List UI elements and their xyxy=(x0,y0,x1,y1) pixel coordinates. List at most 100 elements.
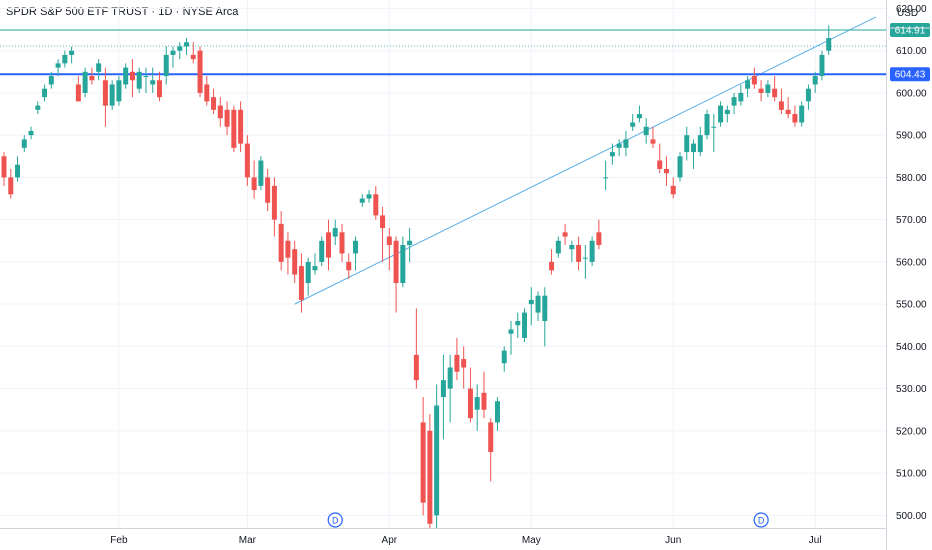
candle xyxy=(636,105,642,123)
candle-body xyxy=(89,76,95,81)
candle xyxy=(427,413,433,528)
candle xyxy=(319,236,325,267)
candle-body xyxy=(461,359,467,368)
candle-body xyxy=(319,240,325,262)
candle xyxy=(163,46,169,85)
candle-body xyxy=(156,80,162,98)
candle xyxy=(569,240,575,262)
candle-body xyxy=(413,354,419,381)
candle-body xyxy=(488,422,494,452)
candle-body xyxy=(630,122,636,127)
candle-body xyxy=(62,54,68,64)
candle-body xyxy=(28,130,34,136)
y-tick-label: 570.00 xyxy=(896,215,927,226)
candle xyxy=(650,126,656,148)
candle xyxy=(305,257,311,296)
candle xyxy=(75,76,81,102)
candle xyxy=(758,80,764,102)
candle xyxy=(150,67,156,93)
candle xyxy=(170,46,176,68)
candle xyxy=(244,135,250,186)
candle-body xyxy=(812,76,818,85)
candle-body xyxy=(738,92,744,102)
candle-body xyxy=(82,71,88,93)
candle xyxy=(42,84,48,102)
candle-body xyxy=(116,80,122,102)
candle xyxy=(434,384,440,528)
candle-body xyxy=(265,177,271,203)
candle xyxy=(663,156,669,186)
candle xyxy=(765,80,771,98)
candle xyxy=(508,321,514,355)
candle xyxy=(772,76,778,102)
candle xyxy=(312,253,318,275)
candle xyxy=(440,354,446,440)
candle-body xyxy=(184,42,190,47)
candle-body xyxy=(177,46,183,51)
candle xyxy=(184,38,190,55)
dividend-marker xyxy=(753,512,769,528)
candle xyxy=(596,219,602,250)
candle xyxy=(528,287,534,326)
candle-body xyxy=(258,160,264,186)
candle xyxy=(778,88,784,115)
candle-body xyxy=(657,160,663,169)
y-tick-label: 500.00 xyxy=(896,511,927,522)
trendline-layer xyxy=(294,16,877,305)
candle-body xyxy=(102,80,108,106)
candle xyxy=(1,152,7,186)
candle-body xyxy=(697,135,703,153)
candle-body xyxy=(346,261,352,271)
candle-body xyxy=(69,50,75,55)
y-tick-label: 600.00 xyxy=(896,88,927,99)
candle xyxy=(407,228,413,262)
candle-body xyxy=(386,236,392,245)
candle-body xyxy=(373,194,379,216)
candle-body xyxy=(197,50,203,93)
candle xyxy=(826,25,832,55)
candle xyxy=(785,97,791,119)
candle-body xyxy=(643,126,649,136)
candle-body xyxy=(136,71,142,89)
candle-body xyxy=(481,392,487,410)
x-tick-label: Jul xyxy=(809,535,822,546)
candle-body xyxy=(515,321,521,326)
candle-body xyxy=(393,240,399,284)
candle-body xyxy=(467,388,473,419)
candle xyxy=(400,236,406,288)
candle xyxy=(116,76,122,106)
candle xyxy=(48,71,54,89)
candle xyxy=(332,219,338,245)
price-tag xyxy=(890,22,930,37)
candle-body xyxy=(278,223,284,262)
candle-body xyxy=(805,88,811,102)
candle-body xyxy=(792,114,798,123)
candle-body xyxy=(163,54,169,77)
candle xyxy=(15,156,21,182)
candle xyxy=(549,249,555,275)
candle xyxy=(136,67,142,93)
candle xyxy=(670,177,676,199)
candle xyxy=(745,76,751,98)
candle xyxy=(386,228,392,271)
candle-body xyxy=(691,143,697,153)
candle-body xyxy=(826,38,832,51)
candle xyxy=(224,101,230,136)
candle xyxy=(454,337,460,381)
candle xyxy=(589,236,595,267)
candle xyxy=(413,308,419,389)
candle xyxy=(704,109,710,140)
x-tick-label: Apr xyxy=(382,535,398,546)
candle-body xyxy=(589,240,595,262)
candle-body xyxy=(785,109,791,115)
candle xyxy=(217,97,223,127)
candle xyxy=(129,59,135,98)
y-tick-label: 510.00 xyxy=(896,469,927,480)
candle-body xyxy=(549,261,555,271)
candle xyxy=(251,160,257,199)
candle-body xyxy=(434,405,440,516)
candle-body xyxy=(528,299,534,305)
candle xyxy=(616,139,622,157)
candle xyxy=(461,346,467,389)
